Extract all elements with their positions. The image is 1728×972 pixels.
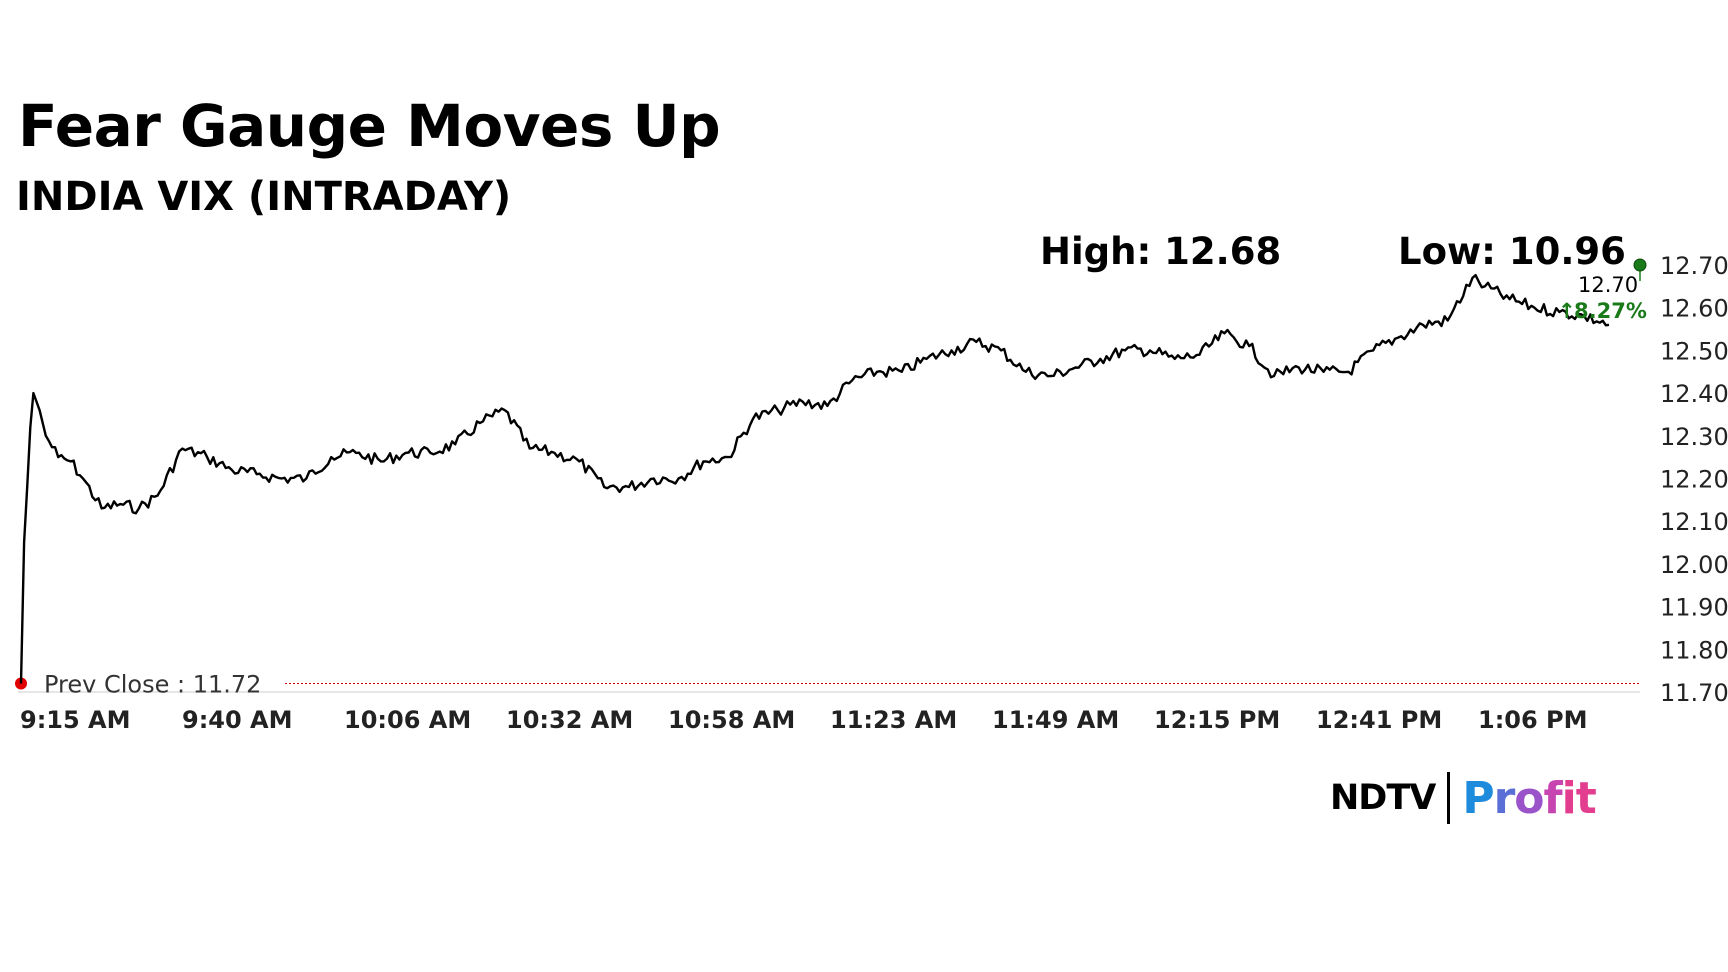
y-tick-label: 12.20 — [1660, 466, 1728, 494]
x-tick-label: 11:49 AM — [992, 706, 1119, 734]
y-tick-label: 12.00 — [1660, 551, 1728, 579]
high-annotation: High: 12.68 — [1040, 230, 1281, 273]
logo-ndtv-text: NDTV — [1330, 778, 1436, 818]
x-tick-label: 1:06 PM — [1478, 706, 1588, 734]
logo-divider — [1447, 772, 1451, 824]
x-tick-label: 9:40 AM — [182, 706, 293, 734]
y-axis-ticks: 12.70 12.60 12.50 12.40 12.30 12.20 12.10 12.00… — [1660, 252, 1728, 707]
x-tick-label: 11:23 AM — [830, 706, 957, 734]
y-tick-label: 12.40 — [1660, 380, 1728, 408]
x-tick-label: 12:41 PM — [1316, 706, 1442, 734]
low-annotation: Low: 10.96 — [1398, 230, 1626, 273]
up-arrow-icon: ↑ — [1558, 299, 1576, 323]
logo-profit-text: Profit — [1462, 772, 1596, 824]
y-tick-label: 11.80 — [1660, 636, 1728, 664]
y-tick-label: 11.70 — [1660, 679, 1728, 707]
last-value-marker — [1633, 258, 1647, 272]
y-tick-label: 12.70 — [1660, 252, 1728, 280]
last-value-label: 12.70 — [1578, 273, 1638, 297]
last-change-label: 8.27% — [1574, 299, 1647, 323]
x-tick-label: 10:32 AM — [506, 706, 633, 734]
x-tick-label: 9:15 AM — [20, 706, 131, 734]
y-tick-label: 11.90 — [1660, 594, 1728, 622]
x-tick-label: 12:15 PM — [1154, 706, 1280, 734]
y-tick-label: 12.10 — [1660, 508, 1728, 536]
x-axis-ticks: 9:15 AM 9:40 AM 10:06 AM 10:32 AM 10:58 AM 11… — [20, 706, 1588, 734]
y-tick-label: 12.50 — [1660, 337, 1728, 365]
y-tick-label: 12.60 — [1660, 295, 1728, 323]
chart-title: Fear Gauge Moves Up — [18, 92, 721, 160]
chart-subtitle: INDIA VIX (INTRADAY) — [16, 174, 512, 220]
vix-series-line — [19, 274, 1610, 684]
ndtv-profit-logo: NDTV Profit — [1330, 770, 1597, 826]
prev-close-label: Prev Close : 11.72 — [44, 670, 261, 698]
x-tick-label: 10:58 AM — [668, 706, 795, 734]
y-tick-label: 12.30 — [1660, 423, 1728, 451]
x-tick-label: 10:06 AM — [344, 706, 471, 734]
